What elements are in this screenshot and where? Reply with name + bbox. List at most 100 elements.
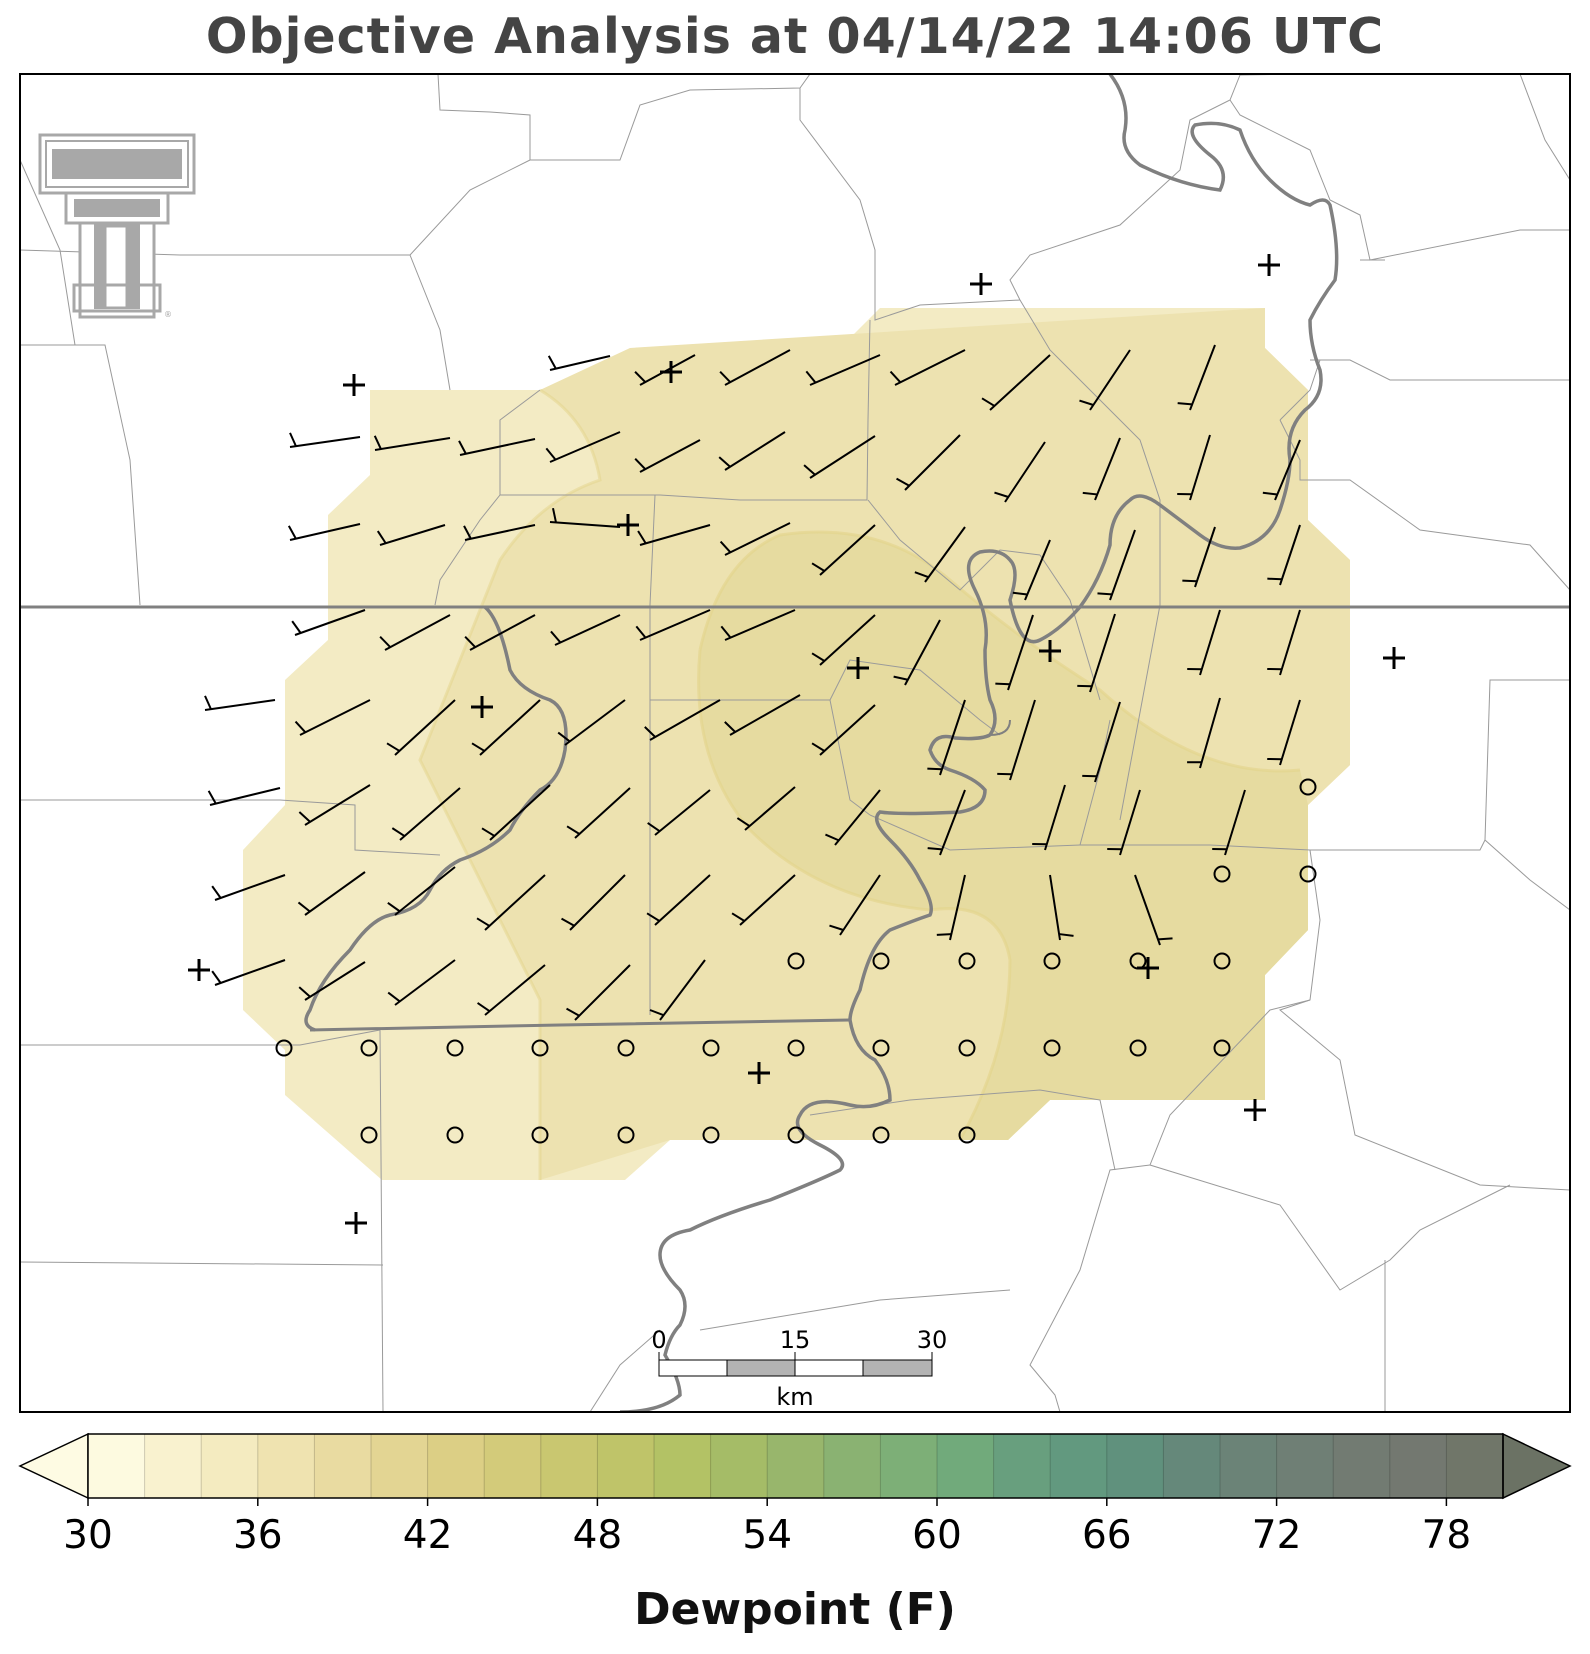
river (989, 719, 1011, 736)
wind-barb (471, 699, 541, 756)
wind-barb (1267, 524, 1301, 586)
wind-barb (647, 789, 711, 836)
wind-barb (391, 787, 461, 841)
colorbar-bin (201, 1434, 259, 1498)
wind-barb (811, 704, 876, 756)
colorbar-tick-label: 36 (233, 1513, 283, 1558)
calm-circle (1213, 952, 1231, 970)
calm-circle (958, 952, 976, 970)
colorbar-bin (1276, 1434, 1334, 1498)
station-plus-marker (345, 1212, 367, 1234)
calm-circle (702, 1126, 720, 1144)
wind-barb (719, 522, 791, 556)
wind-barb (287, 523, 361, 541)
wind-barb (1082, 437, 1121, 501)
wind-barb (995, 614, 1034, 691)
colorbar-bin (1050, 1434, 1108, 1498)
wind-barb (464, 614, 536, 651)
colorbar-bin (1333, 1434, 1391, 1498)
calm-circle (617, 1039, 635, 1057)
station-plus-marker (1137, 957, 1159, 979)
colorbar-bin (484, 1434, 542, 1498)
station-plus-marker (660, 361, 682, 383)
dewpoint-fill-inner (698, 532, 1308, 1140)
wind-barb (566, 787, 631, 839)
wind-barb (893, 619, 941, 686)
wind-barb (649, 959, 706, 1021)
scale-unit: km (776, 1383, 813, 1411)
colorbar-bin (1389, 1434, 1447, 1498)
wind-barb (736, 786, 796, 831)
wind-barb (889, 349, 966, 386)
wind-barb (477, 964, 546, 1016)
wind-barb (550, 614, 621, 646)
calm-circle (958, 1126, 976, 1144)
colorbar-bin (1106, 1434, 1164, 1498)
calm-circle (872, 1039, 890, 1057)
wind-barb (724, 694, 801, 736)
colorbar-bin (1220, 1434, 1278, 1498)
colorbar-bin (540, 1434, 598, 1498)
wind-barb (379, 614, 451, 651)
scale-label-15: 15 (780, 1326, 811, 1354)
wind-barb (719, 349, 791, 386)
wind-barb (1182, 526, 1216, 588)
colorbar-bin (654, 1434, 712, 1498)
calm-circle (1043, 952, 1061, 970)
wind-barb (566, 964, 631, 1021)
wind-barb (1267, 609, 1301, 676)
wind-barb (211, 959, 286, 986)
wind-barb (1187, 609, 1221, 676)
colorbar-bin (144, 1434, 202, 1498)
wind-barb (1134, 874, 1173, 946)
wind-barb (811, 614, 876, 666)
wind-barb (720, 609, 796, 641)
wind-barb (291, 609, 366, 636)
colorbar-bin (597, 1434, 655, 1498)
wind-barb (634, 439, 701, 473)
station-plus-marker (1258, 254, 1280, 276)
calm-circle (1043, 1039, 1061, 1057)
wind-barb (549, 507, 621, 528)
wind-barb (805, 354, 881, 386)
wind-barb (1049, 874, 1074, 941)
calm-circle (617, 1126, 635, 1144)
dewpoint-contour (418, 388, 602, 1180)
calm-wind-circles (275, 778, 1317, 1144)
colorbar-bin (1163, 1434, 1221, 1498)
station-plus-marker (970, 273, 992, 295)
wind-barb (997, 699, 1036, 781)
colorbar-tick-label: 30 (63, 1513, 113, 1558)
wind-barb (376, 524, 446, 546)
wind-barb (646, 874, 711, 926)
colorbar-tick-label: 78 (1422, 1513, 1472, 1558)
calm-circle (1213, 1039, 1231, 1057)
colorbar-bin (823, 1434, 881, 1498)
wind-barb (634, 354, 696, 386)
colorbar-bin (880, 1434, 938, 1498)
wind-barb (297, 871, 366, 916)
calm-circle (446, 1126, 464, 1144)
wind-barb (1097, 529, 1136, 601)
wind-barb (458, 438, 536, 456)
wind-barb (896, 434, 961, 491)
state-boundary (309, 1018, 851, 1032)
scale-label-0: 0 (651, 1326, 666, 1354)
map-frame (19, 73, 1571, 1413)
station-markers (188, 254, 1405, 1234)
station-plus-marker (188, 959, 210, 981)
colorbar: 30 36 42 48 54 60 66 72 78 (18, 1432, 1572, 1558)
wind-barb (1187, 697, 1221, 769)
river (619, 733, 991, 1412)
wind-barb (207, 787, 281, 806)
wind-barb (981, 354, 1051, 411)
wind-barb (1082, 701, 1121, 783)
wind-barb (731, 874, 796, 926)
colorbar-tick-label: 42 (403, 1513, 453, 1558)
wind-barb (637, 524, 711, 546)
colorbar-bin (710, 1434, 768, 1498)
wind-barb (927, 699, 966, 776)
colorbar-bin (88, 1434, 146, 1498)
colorbar-tick-label: 48 (573, 1513, 623, 1558)
colorbar-bin (257, 1434, 315, 1498)
